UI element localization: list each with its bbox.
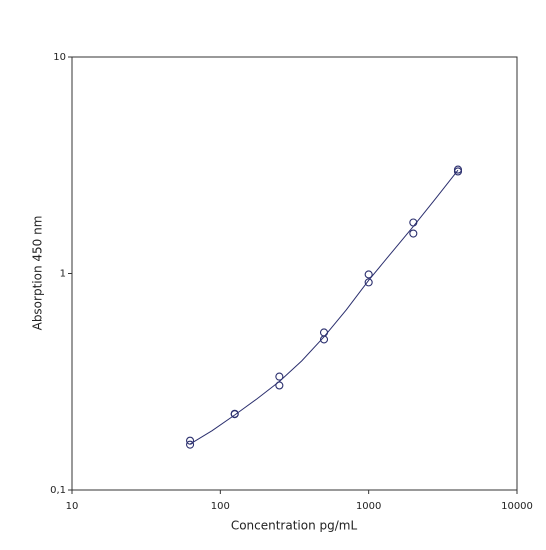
y-tick-label: 0,1: [50, 485, 66, 496]
x-axis-label: Concentration pg/mL: [231, 519, 358, 533]
plot-frame: [71, 56, 518, 491]
data-point: [186, 440, 195, 449]
fit-curve: [189, 169, 459, 445]
data-point: [319, 335, 329, 344]
x-tick-label: 10000: [501, 501, 533, 512]
data-point: [364, 278, 373, 287]
data-point: [409, 218, 418, 227]
x-tick-label: 100: [211, 501, 230, 512]
data-point: [453, 167, 463, 176]
x-tick-label: 1000: [356, 501, 381, 512]
data-point: [319, 328, 329, 337]
data-point: [230, 410, 239, 419]
data-point: [275, 381, 284, 390]
data-point: [364, 270, 373, 279]
data-point: [409, 229, 418, 238]
data-point: [275, 372, 284, 381]
y-tick-label: 10: [53, 52, 66, 63]
data-point: [186, 436, 195, 445]
y-axis-label: Absorption 450 nm: [31, 216, 45, 331]
y-tick-label: 1: [60, 269, 66, 280]
x-tick-label: 10: [66, 501, 79, 512]
